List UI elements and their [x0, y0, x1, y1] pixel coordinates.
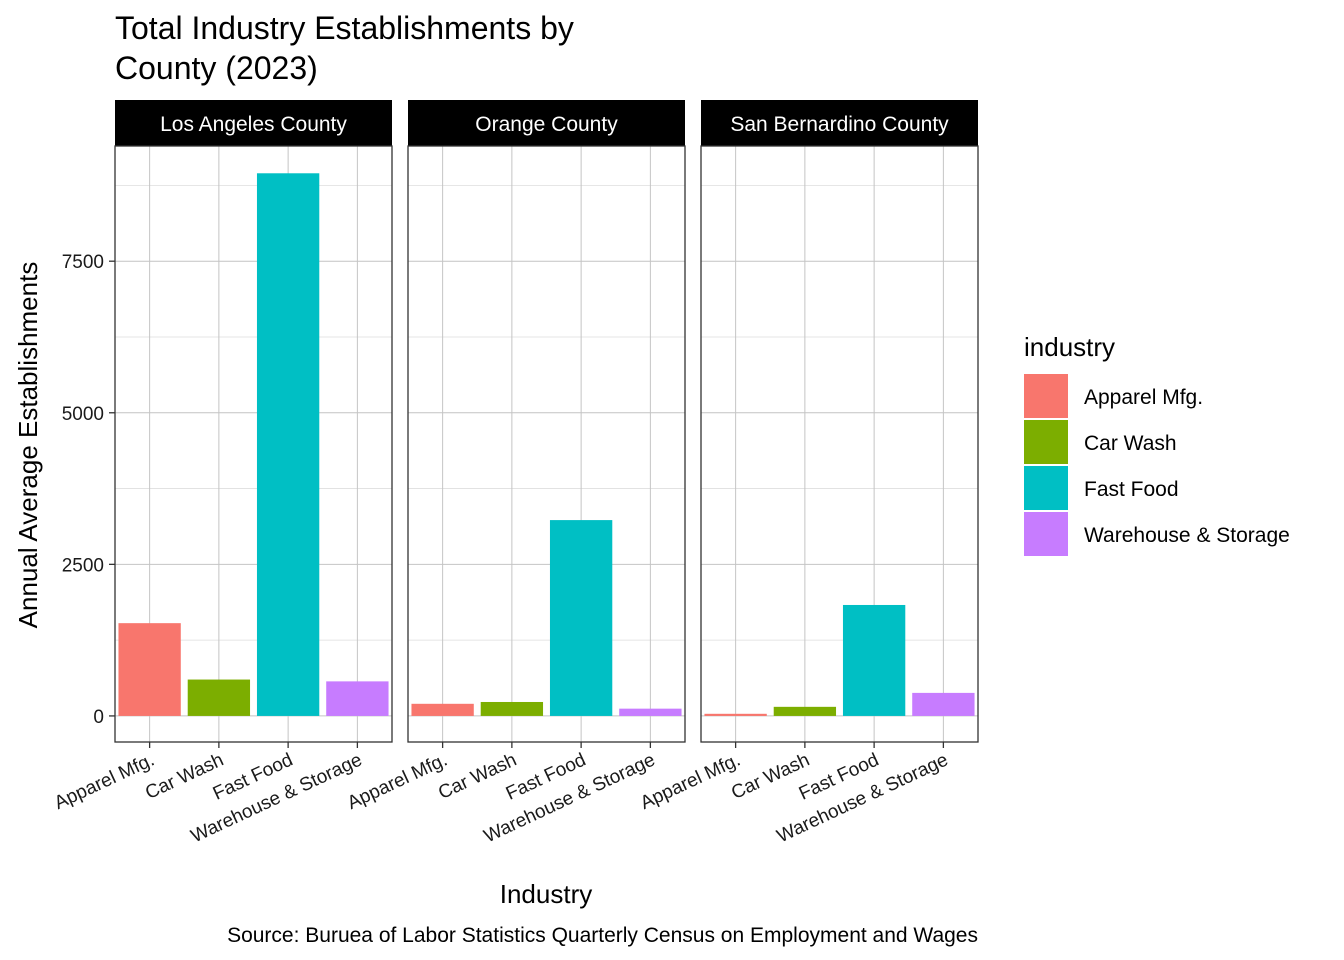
y-tick-label: 7500: [62, 252, 104, 273]
panel-background: [408, 146, 685, 742]
chart-caption: Source: Buruea of Labor Statistics Quart…: [227, 924, 978, 947]
bar: [326, 681, 389, 716]
panel-border: [407, 145, 686, 743]
legend-item: Warehouse & Storage: [1024, 512, 1290, 556]
bar: [619, 708, 682, 716]
bar: [256, 173, 320, 716]
legend-swatch: [1024, 466, 1068, 510]
y-axis-title: Annual Average Establishments: [13, 262, 43, 629]
facet-strip-label: Los Angeles County: [160, 113, 347, 136]
bar: [912, 692, 975, 716]
panel-background: [701, 146, 978, 742]
facet-strip-label: San Bernardino County: [730, 113, 949, 136]
y-axis: 0 2500 5000 7500: [62, 252, 115, 728]
legend-item: Car Wash: [1024, 420, 1177, 464]
y-tick-label: 5000: [62, 404, 104, 425]
legend-label: Car Wash: [1084, 432, 1177, 455]
y-tick-label: 0: [93, 707, 104, 728]
x-tick-label: Apparel Mfg.: [51, 749, 158, 814]
bar: [549, 520, 613, 716]
legend-swatch: [1024, 374, 1068, 418]
bar: [411, 703, 474, 716]
facet-strip-label: Orange County: [475, 113, 618, 136]
legend-swatch: [1024, 512, 1068, 556]
legend-swatch: [1024, 420, 1068, 464]
legend: industry Apparel Mfg. Car Wash Fast Food Wa…: [1024, 332, 1290, 556]
bar: [842, 604, 906, 716]
bar: [480, 701, 544, 716]
panel-border: [700, 145, 979, 743]
bar: [187, 679, 251, 716]
legend-label: Fast Food: [1084, 478, 1179, 501]
legend-item: Fast Food: [1024, 466, 1179, 510]
legend-label: Warehouse & Storage: [1084, 524, 1290, 547]
y-tick-label: 2500: [62, 555, 104, 576]
legend-label: Apparel Mfg.: [1084, 386, 1203, 409]
x-axis-title: Industry: [500, 879, 593, 909]
legend-item: Apparel Mfg.: [1024, 374, 1203, 418]
facet-strip: [408, 100, 685, 146]
bar: [704, 713, 767, 716]
facet-strip: [701, 100, 978, 146]
legend-title: industry: [1024, 332, 1115, 362]
panel-border: [114, 145, 393, 743]
chart-title-line-1: Total Industry Establishments by: [115, 10, 574, 46]
bar: [773, 706, 837, 716]
chart-title-line-2: County (2023): [115, 50, 318, 86]
bar: [118, 623, 181, 716]
facet-strip: [115, 100, 392, 146]
